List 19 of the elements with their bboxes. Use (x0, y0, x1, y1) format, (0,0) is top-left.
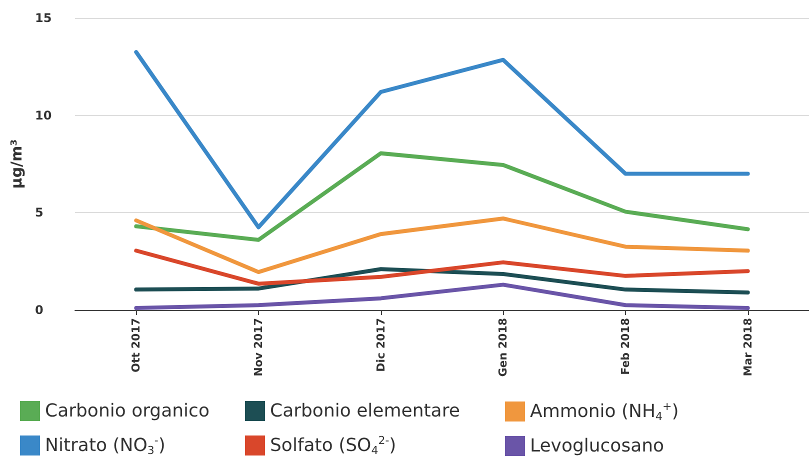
x-tick-label: Gen 2018 (496, 318, 510, 377)
line-series (134, 151, 750, 242)
legend-label: Carbonio elementare (270, 400, 460, 422)
x-tick-label: Dic 2017 (374, 318, 388, 372)
x-tick-label: Ott 2017 (130, 318, 143, 372)
line-series (134, 216, 750, 274)
y-axis-title: µg/m³ (8, 139, 26, 189)
y-tick-label: 0 (35, 303, 44, 317)
x-tick-label: Feb 2018 (619, 318, 632, 375)
line-series (134, 282, 750, 310)
y-tick-label: 10 (35, 108, 52, 122)
y-tick-label: 15 (35, 11, 52, 25)
line-series (134, 248, 750, 286)
x-tick-label: Nov 2017 (252, 318, 265, 376)
y-tick-label: 5 (35, 206, 44, 220)
line-series (134, 50, 750, 230)
legend-label: Carbonio organico (45, 400, 210, 422)
legend-label: Levoglucosano (530, 436, 664, 456)
x-tick-label: Mar 2018 (741, 318, 754, 376)
